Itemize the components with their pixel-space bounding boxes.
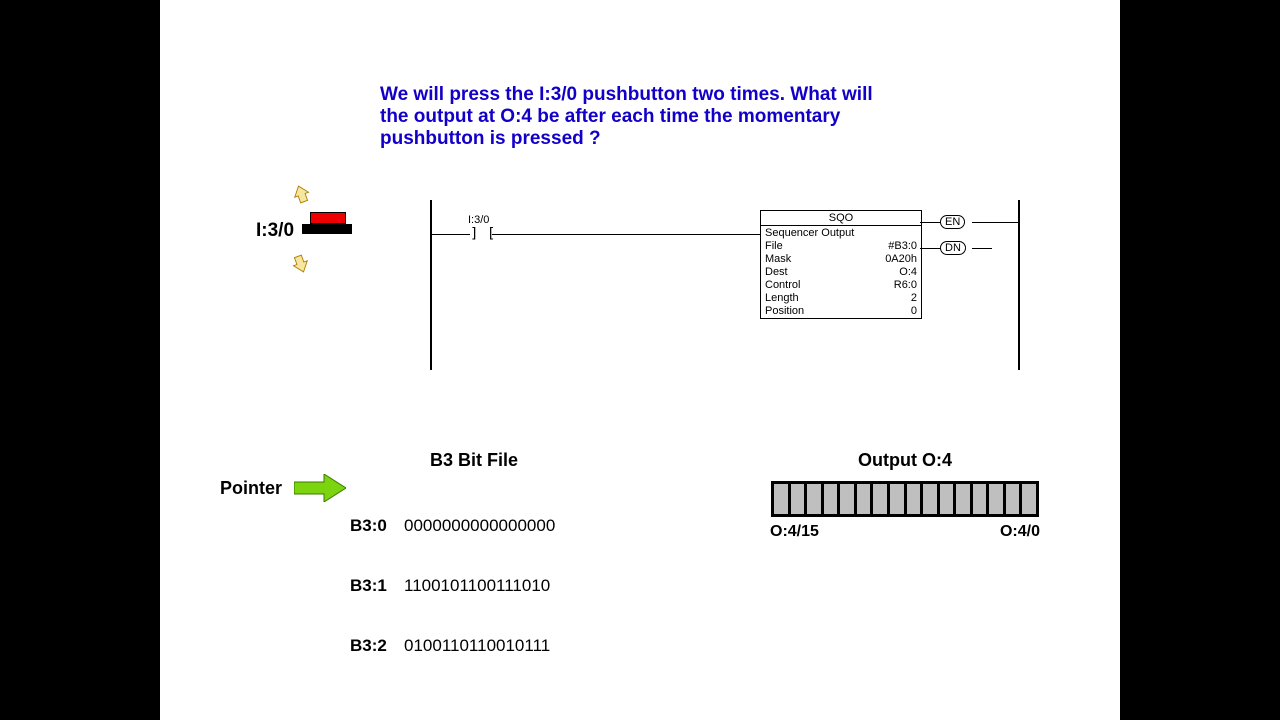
led xyxy=(873,484,887,514)
sqo-row: Length2 xyxy=(761,292,921,305)
sqo-title: Sequencer Output xyxy=(761,226,921,240)
output-section: Output O:4 O:4/15 O:4/0 xyxy=(750,450,1060,541)
pushbutton-icon xyxy=(310,212,352,234)
output-bit-labels: O:4/15 O:4/0 xyxy=(770,523,1040,541)
sqo-row: DestO:4 xyxy=(761,266,921,279)
led xyxy=(989,484,1003,514)
ladder-rung: I:3/0 ] [ SQO Sequencer Output File#B3:0… xyxy=(430,200,1020,370)
bitfile-row: B3:00000000000000000 xyxy=(350,516,555,536)
led xyxy=(824,484,838,514)
led xyxy=(907,484,921,514)
led xyxy=(890,484,904,514)
pushbutton-label: I:3/0 xyxy=(256,220,294,242)
sqo-row: File#B3:0 xyxy=(761,240,921,253)
bitfile-row: B3:20100110110010111 xyxy=(350,636,555,656)
sqo-block: SQO Sequencer Output File#B3:0 Mask0A20h… xyxy=(760,210,922,319)
led xyxy=(807,484,821,514)
cursor-down-icon xyxy=(290,254,312,276)
sqo-row: Position0 xyxy=(761,305,921,318)
led xyxy=(973,484,987,514)
led xyxy=(923,484,937,514)
led xyxy=(791,484,805,514)
led xyxy=(857,484,871,514)
xic-address: I:3/0 xyxy=(468,214,489,226)
led xyxy=(1006,484,1020,514)
led xyxy=(840,484,854,514)
right-rail xyxy=(1018,200,1020,370)
output-title: Output O:4 xyxy=(750,450,1060,471)
dn-flag: DN xyxy=(940,241,966,255)
wire xyxy=(920,248,940,249)
wire xyxy=(920,222,940,223)
pointer-label: Pointer xyxy=(220,478,282,499)
bitfile-title: B3 Bit File xyxy=(430,450,518,471)
sqo-params: File#B3:0 Mask0A20h DestO:4 ControlR6:0 … xyxy=(761,240,921,318)
en-flag: EN xyxy=(940,215,965,229)
cursor-up-icon xyxy=(290,182,312,204)
pointer-arrow-icon xyxy=(294,474,346,507)
wire xyxy=(972,248,992,249)
output-led-strip xyxy=(771,481,1039,517)
led xyxy=(774,484,788,514)
led xyxy=(1022,484,1036,514)
bitfile-rows: B3:00000000000000000 B3:1110010110011101… xyxy=(350,476,555,696)
bitfile-row: B3:11100101100111010 xyxy=(350,576,555,596)
question-text: We will press the I:3/0 pushbutton two t… xyxy=(380,84,900,150)
wire xyxy=(972,222,1018,223)
output-lsb-label: O:4/0 xyxy=(1000,523,1040,541)
wire xyxy=(492,234,760,235)
slide-canvas: We will press the I:3/0 pushbutton two t… xyxy=(160,0,1120,720)
left-rail xyxy=(430,200,432,370)
sqo-type: SQO xyxy=(761,211,921,226)
wire xyxy=(432,234,470,235)
output-msb-label: O:4/15 xyxy=(770,523,819,541)
sqo-row: ControlR6:0 xyxy=(761,279,921,292)
led xyxy=(956,484,970,514)
sqo-row: Mask0A20h xyxy=(761,253,921,266)
led xyxy=(940,484,954,514)
